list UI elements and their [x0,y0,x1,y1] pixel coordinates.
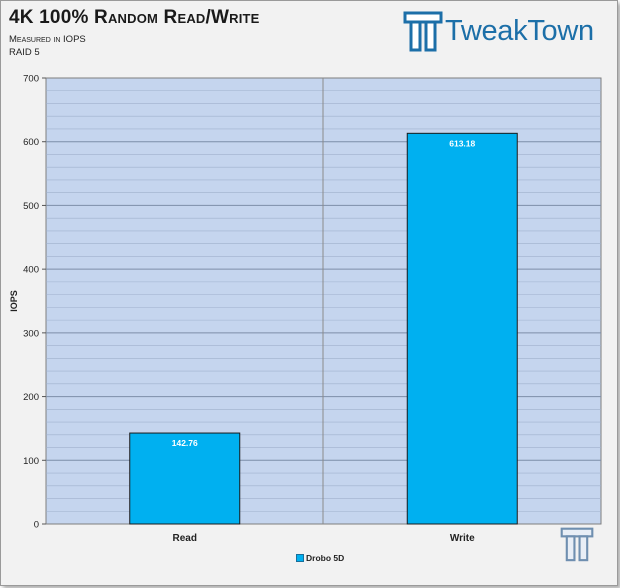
bars [129,132,518,525]
x-tick-label: Write [450,533,475,544]
bar-value-label: 142.76 [172,438,198,448]
y-axis-title: IOPS [9,290,19,312]
tweaktown-watermark-icon [560,527,594,562]
bar-read [129,432,241,525]
y-axis-ticks: 0 100 200 300 400 500 600 700 [23,74,46,531]
y-tick-label: 0 [34,520,39,531]
chart-title: 4K 100% Random Read/Write [9,7,260,28]
y-tick-label: 600 [23,137,39,148]
y-tick-label: 300 [23,328,39,339]
bar-write [406,132,518,525]
tweaktown-tt-icon [403,11,443,52]
subtitle-measure: Measured in IOPS [9,34,86,45]
subtitle-raid: RAID 5 [9,47,40,58]
x-axis-labels: Read Write [173,533,476,544]
chart-subtitle: Measured in IOPS RAID 5 [9,33,86,59]
y-tick-label: 500 [23,201,39,212]
y-tick-label: 400 [23,265,39,276]
legend: Drobo 5D [296,553,344,563]
y-tick-label: 100 [23,456,39,467]
y-tick-label: 200 [23,392,39,403]
y-tick-label: 700 [23,74,39,85]
tweaktown-logo: TweakTown [403,9,603,57]
bar-value-labels: 142.76 613.18 [172,138,476,448]
brand-name: TweakTown [445,15,594,47]
legend-swatch [296,554,304,562]
legend-label: Drobo 5D [306,553,345,563]
bar-value-label: 613.18 [449,138,475,148]
x-tick-label: Read [173,533,197,544]
